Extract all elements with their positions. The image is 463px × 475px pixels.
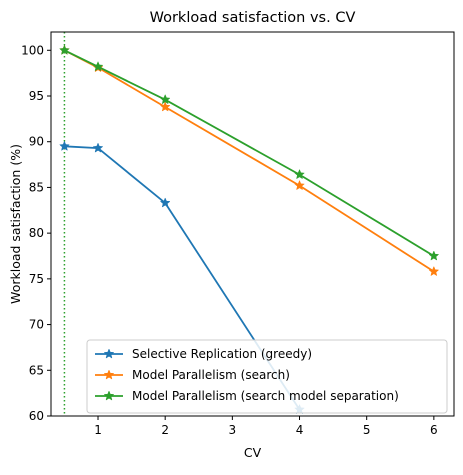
series-2 [59, 44, 440, 277]
plot-frame [50, 31, 455, 417]
legend-label-3: Model Parallelism (search model separati… [132, 389, 399, 403]
legend-label-1: Selective Replication (greedy) [132, 347, 312, 361]
x-tick-label-2: 2 [161, 423, 169, 437]
series-2-point-3 [159, 101, 171, 112]
series-1-point-3 [159, 197, 171, 208]
x-tick-label-4: 4 [296, 423, 304, 437]
x-axis-label: CV [244, 445, 262, 460]
chart-title: Workload satisfaction vs. CV [150, 10, 356, 26]
series-3-point-3 [159, 94, 171, 105]
legend: Selective Replication (greedy) Model Para… [86, 339, 448, 414]
series-3 [59, 44, 440, 261]
y-tick-label-75: 75 [29, 272, 44, 286]
series-3-point-1 [59, 44, 70, 55]
series-1-point-2 [92, 142, 104, 153]
y-tick-label-90: 90 [29, 135, 44, 149]
series-2-point-5 [428, 265, 440, 277]
x-tick-label-1: 1 [94, 423, 102, 437]
x-tick-label-6: 6 [430, 423, 438, 437]
legend-label-2: Model Parallelism (search) [132, 368, 290, 382]
y-axis-label: Workload satisfaction (%) [8, 144, 23, 304]
y-tick-label-100: 100 [21, 43, 44, 57]
legend-marker-1 [103, 348, 115, 359]
y-tick-label-60: 60 [29, 409, 44, 423]
series-2-point-4 [294, 179, 305, 191]
series-3-point-4 [294, 168, 305, 180]
y-tick-label-65: 65 [29, 363, 44, 377]
series-1-point-1 [59, 140, 70, 151]
x-tick-label-3: 3 [229, 423, 237, 437]
x-tick-label-5: 5 [363, 423, 371, 437]
legend-marker-3 [103, 390, 115, 401]
y-tick-label-80: 80 [29, 226, 44, 240]
series-3-point-2 [92, 61, 104, 72]
legend-box [86, 339, 448, 414]
plot-area: 1 2 3 4 5 6 60 65 70 75 80 85 90 95 100 [21, 32, 440, 437]
series-2-line [64, 49, 435, 273]
y-tick-label-95: 95 [29, 89, 44, 103]
series-3-point-5 [428, 250, 440, 261]
y-tick-label-85: 85 [29, 180, 44, 194]
series-1-line [64, 145, 301, 411]
legend-marker-2 [103, 369, 115, 380]
y-tick-label-70: 70 [29, 318, 44, 332]
